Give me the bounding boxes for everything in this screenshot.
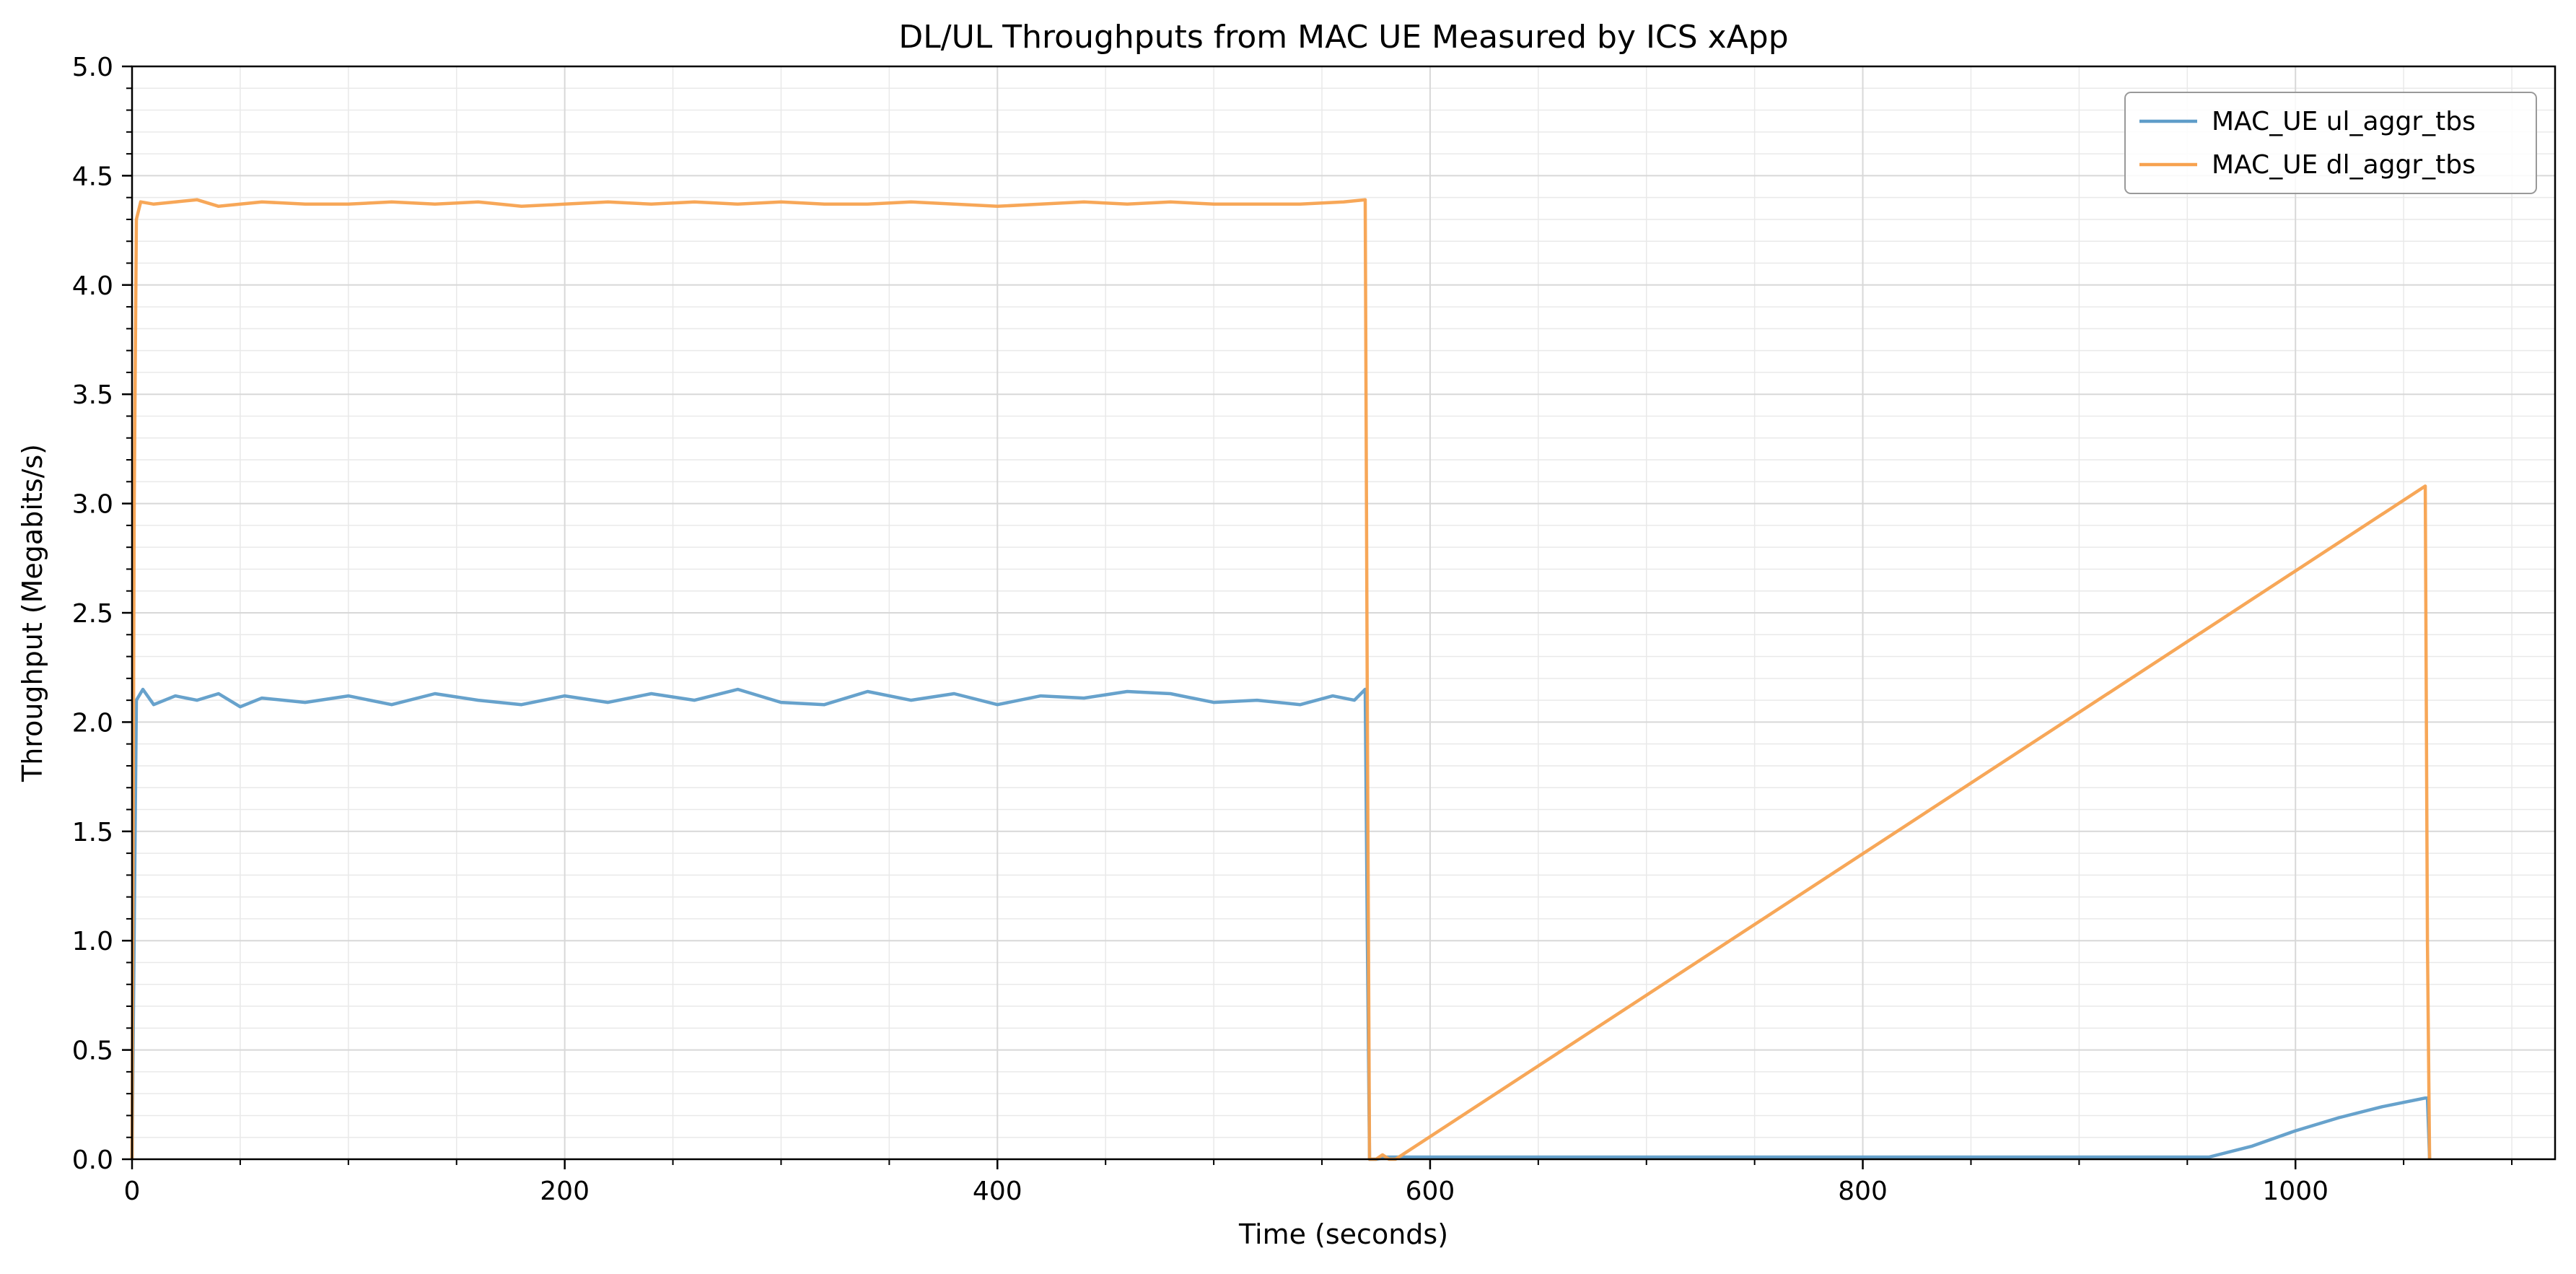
x-tick-label: 600 — [1406, 1177, 1455, 1206]
y-tick-label: 4.0 — [72, 271, 113, 301]
y-tick-label: 4.5 — [72, 162, 113, 191]
y-tick-label: 2.0 — [72, 708, 113, 738]
x-tick-label: 400 — [973, 1177, 1022, 1206]
axis-tick-labels: 0 200 400 600 800 1000 0.0 0.5 1.0 1.5 2.0 2.5 3.0 3.… — [72, 53, 2329, 1206]
x-tick-label: 800 — [1838, 1177, 1888, 1206]
y-tick-label: 3.5 — [72, 380, 113, 410]
legend: MAC_UE ul_aggr_tbs MAC_UE dl_aggr_tbs — [2124, 92, 2537, 194]
major-grid — [132, 66, 2555, 1159]
y-tick-label: 0.0 — [72, 1146, 113, 1175]
y-tick-label: 1.0 — [72, 927, 113, 956]
chart-title: DL/UL Throughputs from MAC UE Measured b… — [898, 19, 1788, 56]
x-axis-label: Time (seconds) — [1238, 1218, 1448, 1250]
series-line-ul — [130, 687, 2432, 1161]
x-tick-label: 1000 — [2262, 1177, 2329, 1206]
series-layer — [130, 198, 2432, 1161]
legend-label-ul: MAC_UE ul_aggr_tbs — [2212, 107, 2476, 136]
y-tick-label: 1.5 — [72, 818, 113, 847]
series-line-dl — [130, 198, 2432, 1161]
legend-label-dl: MAC_UE dl_aggr_tbs — [2212, 150, 2476, 180]
y-tick-label: 2.5 — [72, 599, 113, 629]
y-tick-label: 0.5 — [72, 1037, 113, 1066]
legend-box — [2124, 92, 2537, 194]
y-tick-label: 3.0 — [72, 490, 113, 520]
axis-ticks — [122, 65, 2513, 1169]
y-axis-label: Throughput (Megabits/s) — [17, 444, 48, 782]
y-tick-label: 5.0 — [72, 53, 113, 82]
x-tick-label: 200 — [540, 1177, 590, 1206]
x-tick-label: 0 — [124, 1177, 141, 1206]
